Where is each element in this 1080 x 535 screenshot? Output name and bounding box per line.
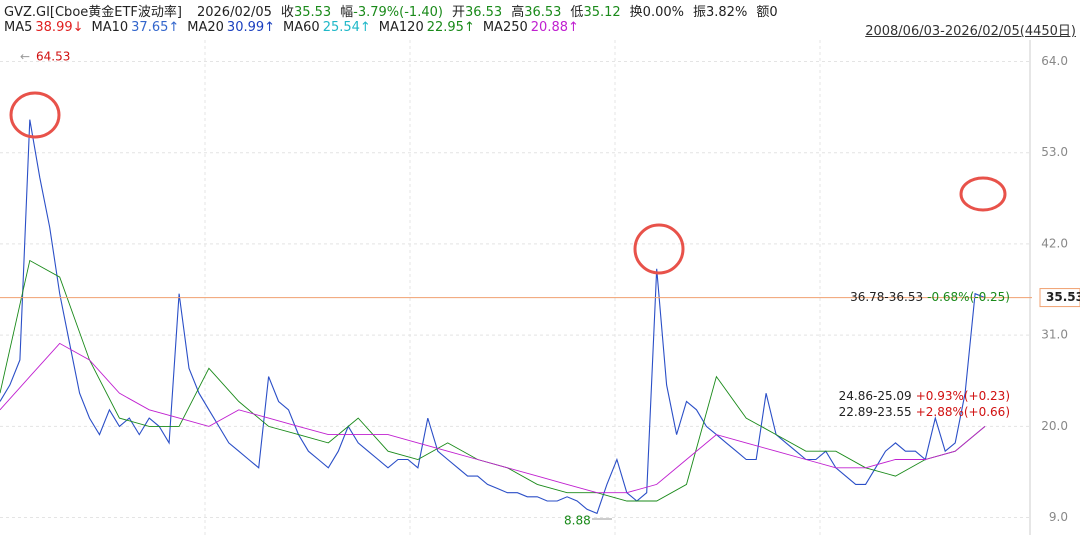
ma-name: MA120 <box>378 20 424 35</box>
highlight-circle <box>9 91 61 139</box>
range-text: 22.89-23.55 <box>839 405 912 419</box>
field-label: 换 <box>629 5 643 20</box>
field-label: 高 <box>511 5 525 20</box>
range-note: 24.86-25.09 +0.93%(+0.23) <box>839 389 1010 403</box>
quote-header: GVZ.GI[Cboe黄金ETF波动率] 2026/02/05 收35.53 幅-3.… <box>4 1 781 20</box>
series-line <box>0 259 986 502</box>
field-value: -3.79%(-1.40) <box>353 5 443 20</box>
ma-name: MA5 <box>4 20 33 35</box>
field-label: 幅 <box>340 5 354 20</box>
field-value: 36.53 <box>524 5 562 20</box>
vertical-grid <box>204 40 821 535</box>
range-change: -0.68%(-0.25) <box>927 290 1010 304</box>
ma-value: 22.95↑ <box>426 20 475 35</box>
field-value: 36.53 <box>464 5 503 20</box>
ma-value: 37.65↑ <box>131 20 180 35</box>
date-range[interactable]: 2008/06/03-2026/02/05(4450日) <box>865 24 1076 39</box>
highlight-circle <box>959 176 1007 212</box>
range-change: +2.88%(+0.66) <box>916 405 1010 419</box>
ma-name: MA10 <box>91 20 129 35</box>
code: GVZ.GI[Cboe黄金ETF波动率] <box>4 5 182 20</box>
low-label: 8.88 <box>564 514 591 528</box>
range-note: 36.78-36.53 -0.68%(-0.25) <box>850 290 1010 304</box>
ma-value: 20.88↑ <box>530 20 579 35</box>
date: 2026/02/05 <box>196 5 272 20</box>
field-value: 0 <box>769 5 778 20</box>
field-value: 35.53 <box>293 5 332 20</box>
high-arrow: ← <box>20 50 30 64</box>
field-value: 35.12 <box>583 5 621 20</box>
high-label: 64.53 <box>36 50 70 64</box>
field-label: 额 <box>756 5 770 20</box>
field-label: 振 <box>692 5 706 20</box>
y-tick-label: 31.0 <box>1041 328 1068 342</box>
range-text: 24.86-25.09 <box>839 389 912 403</box>
ma-name: MA250 <box>482 20 528 35</box>
ma-name: MA20 <box>187 20 224 35</box>
last-price-box <box>1039 288 1080 308</box>
ma-value: 38.99↓ <box>35 20 84 35</box>
ma-name: MA60 <box>283 20 320 35</box>
y-tick-label: 20.0 <box>1041 419 1068 433</box>
range-change: +0.93%(+0.23) <box>916 389 1010 403</box>
ma-legend: MA5 38.99↓ MA10 37.65↑ MA20 30.99↑ MA60 25.54↑ M… <box>4 20 587 35</box>
last-price-label: 35.53 <box>1046 290 1080 304</box>
series-line <box>0 342 986 494</box>
field-value: 0.00% <box>642 5 684 20</box>
y-tick-label: 9.0 <box>1049 510 1068 524</box>
range-note: 22.89-23.55 +2.88%(+0.66) <box>839 405 1010 419</box>
ma-value: 25.54↑ <box>322 20 371 35</box>
field-label: 低 <box>570 5 584 20</box>
field-label: 收 <box>280 5 294 20</box>
y-tick-label: 53.0 <box>1041 145 1068 159</box>
y-tick-label: 64.0 <box>1041 54 1068 68</box>
highlight-circle <box>633 223 685 275</box>
field-value: 3.82% <box>706 5 748 20</box>
ma-value: 30.99↑ <box>226 20 276 35</box>
range-text: 36.78-36.53 <box>850 290 923 304</box>
field-label: 开 <box>451 5 465 20</box>
series-line <box>0 119 986 515</box>
y-tick-label: 42.0 <box>1041 236 1068 250</box>
